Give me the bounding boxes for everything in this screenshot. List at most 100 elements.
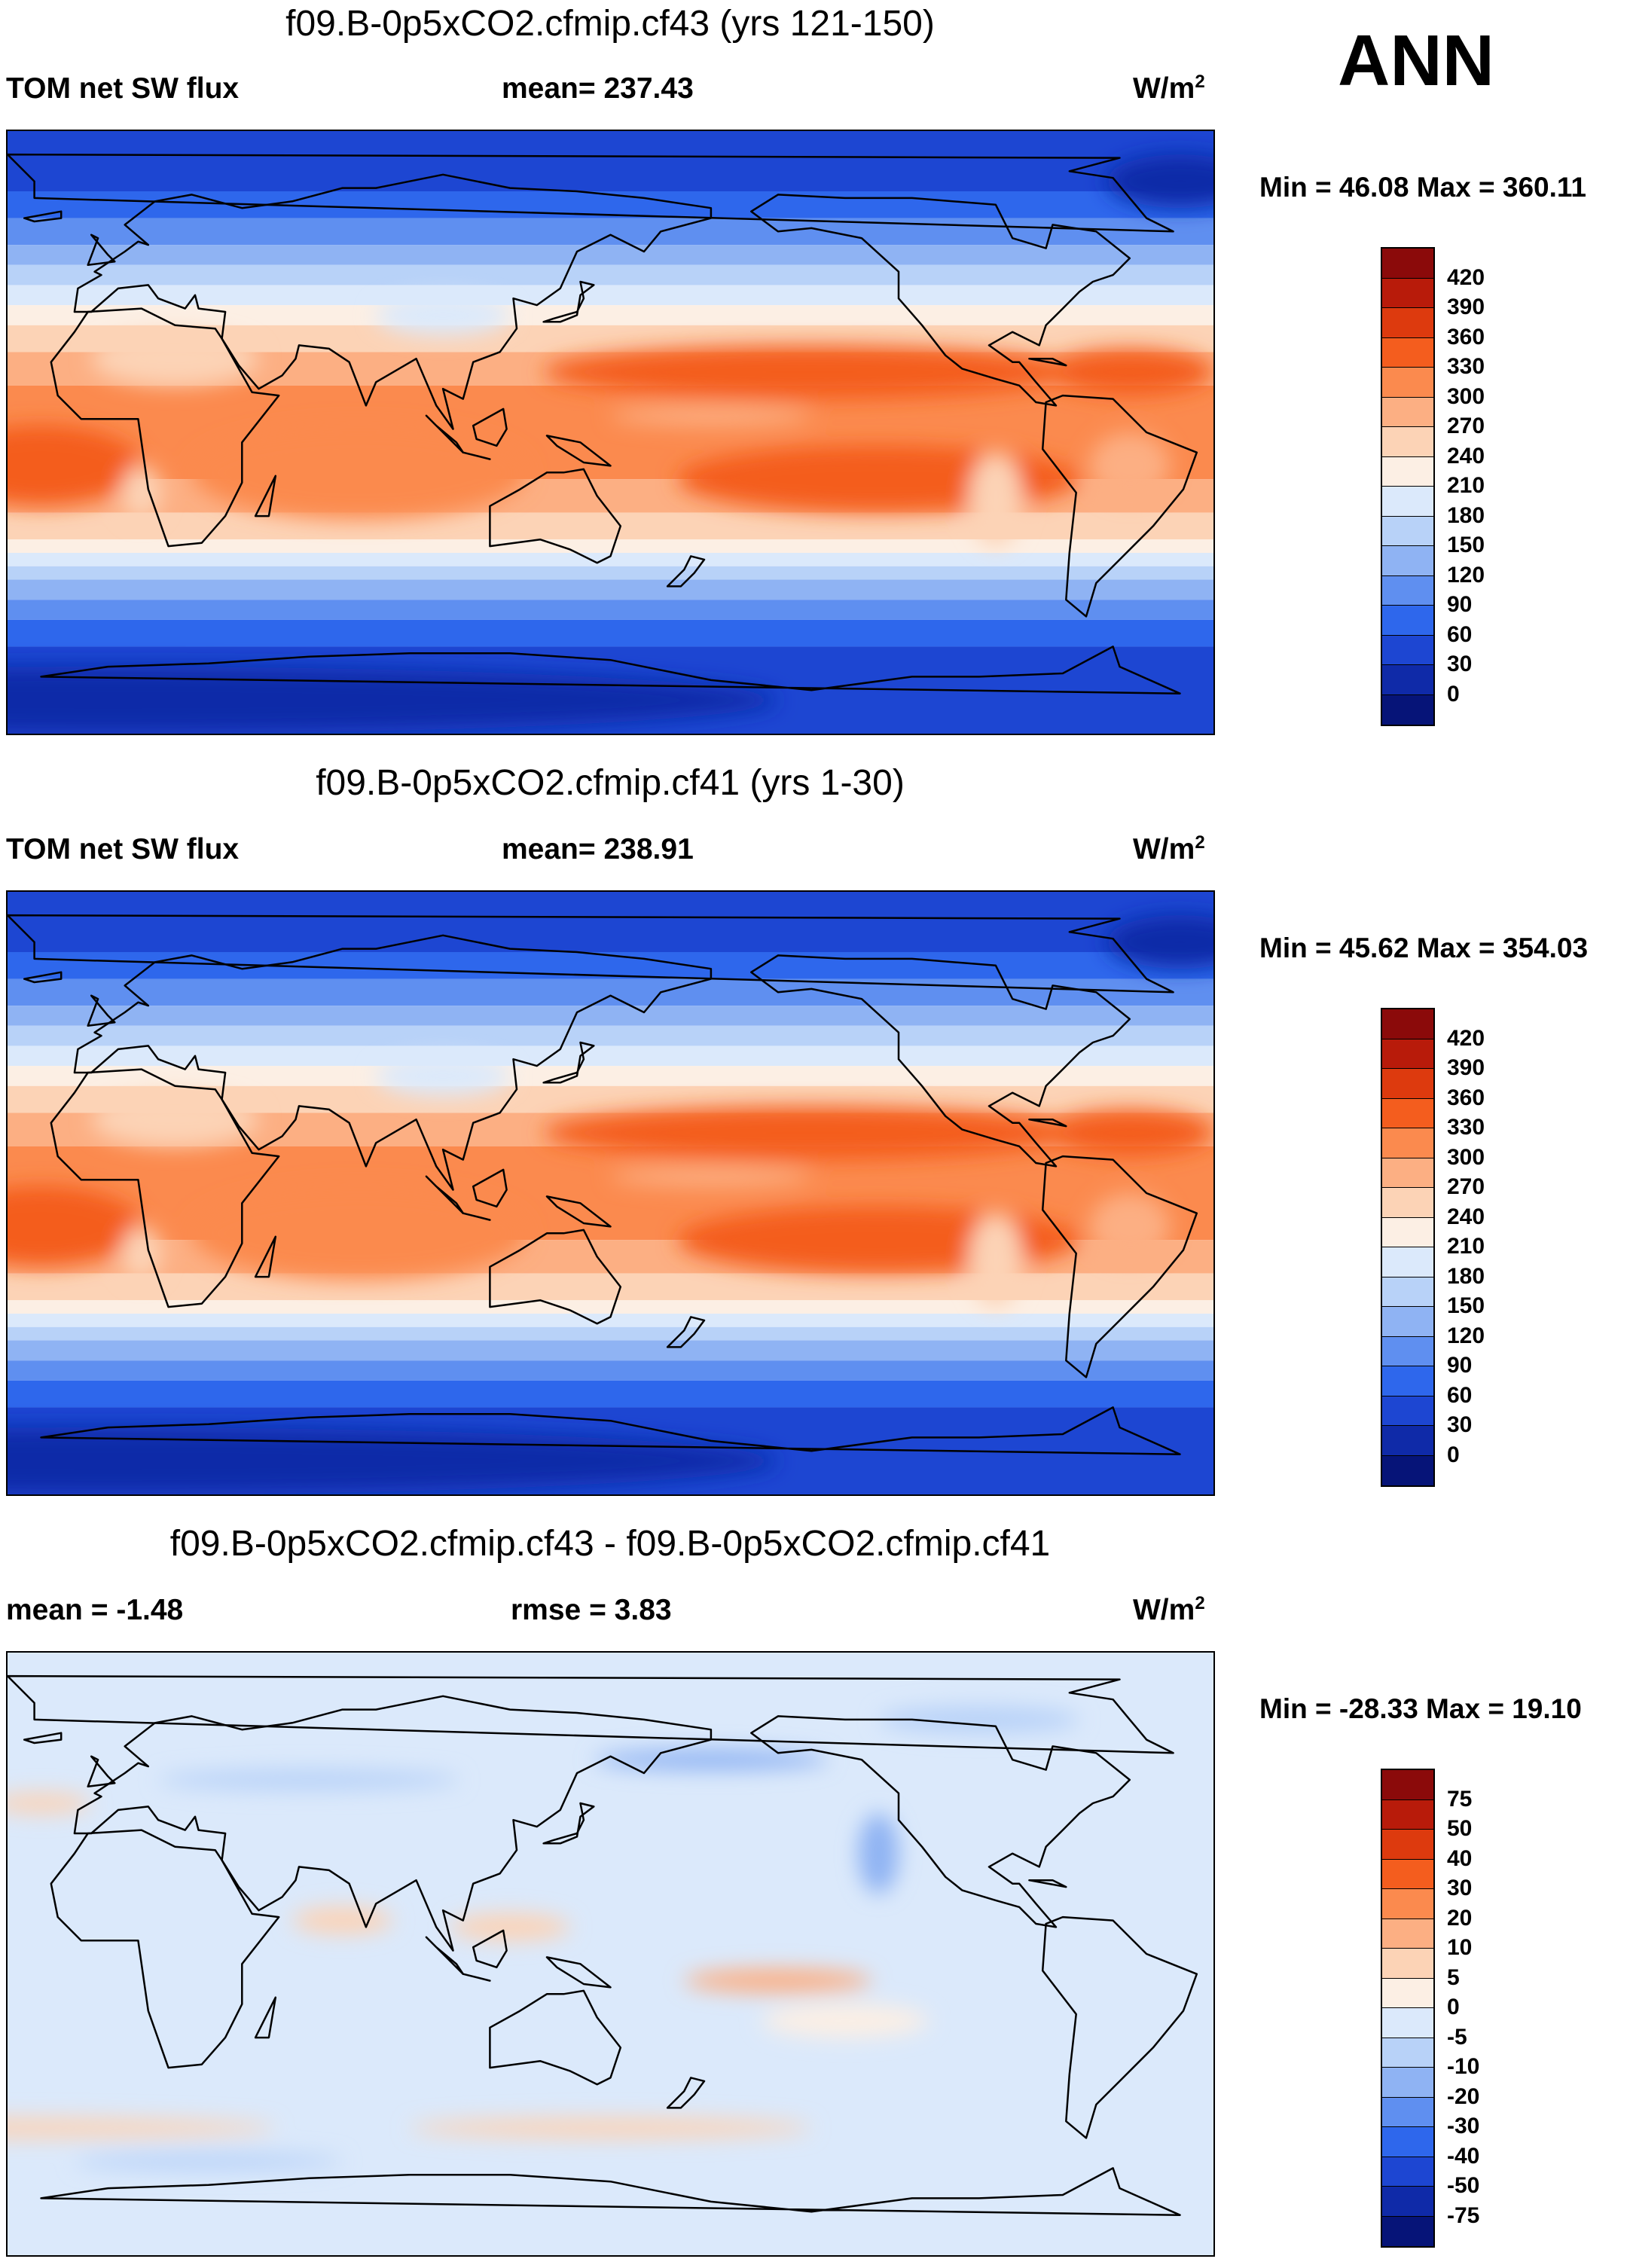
season-label: ANN	[1338, 20, 1494, 101]
greenland	[1106, 915, 1213, 969]
panel-3-units-text: W/m	[1133, 1594, 1195, 1626]
greenland	[1106, 154, 1213, 209]
itcz-pac	[610, 405, 812, 426]
colorbar-box	[1382, 1889, 1433, 1919]
colorbar-label: 210	[1447, 473, 1485, 498]
arab-pos	[292, 1906, 393, 1934]
colorbar-box	[1382, 1307, 1433, 1337]
colorbar-box	[1382, 606, 1433, 636]
colorbar-box	[1382, 516, 1433, 546]
colorbar-label: 20	[1447, 1905, 1473, 1931]
colorbar-label: 90	[1447, 1353, 1473, 1378]
panel-2-units-text: W/m	[1133, 833, 1195, 865]
panel-3-mean: mean = -1.48	[6, 1594, 184, 1626]
colorbar-box	[1382, 427, 1433, 457]
colorbar-box	[1382, 487, 1433, 517]
colorbar-label: 30	[1447, 1876, 1473, 1900]
colorbar-box	[1382, 2187, 1433, 2217]
colorbar-label: -40	[1447, 2143, 1480, 2169]
colorbar-box	[1382, 2068, 1433, 2098]
colorbar-label: 30	[1447, 652, 1473, 676]
bering-neg	[594, 1749, 829, 1770]
panel-1-map-svg	[8, 131, 1213, 734]
colorbar-box	[1382, 1799, 1433, 1830]
colorbar-label: -10	[1447, 2054, 1480, 2079]
colorbar-label: -20	[1447, 2083, 1480, 2109]
panel-2-mean: mean= 238.91	[502, 833, 694, 865]
colorbar-box	[1382, 2216, 1433, 2246]
satl-max	[8, 1186, 142, 1267]
colorbar-label: 0	[1447, 1995, 1460, 2019]
indian-ocean	[191, 1186, 527, 1281]
colorbar-label: 270	[1447, 1174, 1485, 1199]
colorbar-box	[1382, 635, 1433, 665]
eurasia-neg	[158, 1769, 460, 1790]
colorbar-box	[1382, 2008, 1433, 2038]
colorbar-box	[1382, 1217, 1433, 1247]
panel-3-minmax: Min = -28.33 Max = 19.10	[1259, 1693, 1582, 1724]
colorbar-box	[1382, 1009, 1433, 1039]
natl-max	[1045, 348, 1213, 396]
panel-1-mean: mean= 237.43	[502, 72, 694, 105]
npac-neg	[858, 1813, 899, 1894]
panel-1-minmax: Min = 46.08 Max = 360.11	[1259, 172, 1587, 203]
colorbar-label: 50	[1447, 1816, 1473, 1841]
colorbar-box	[1382, 575, 1433, 606]
panel-2-left-label: TOM net SW flux	[6, 833, 240, 865]
colorbar-label: 390	[1447, 1055, 1485, 1080]
panel-1-units-text: W/m	[1133, 72, 1195, 105]
colorbar-box	[1382, 1069, 1433, 1099]
panel-3-title: f09.B-0p5xCO2.cfmip.cf43 - f09.B-0p5xCO2…	[169, 1524, 1051, 1564]
colorbar-label: -30	[1447, 2114, 1480, 2138]
colorbar-label: 120	[1447, 562, 1485, 588]
natl-max	[1045, 1109, 1213, 1157]
panel-2-map-svg	[8, 892, 1213, 1494]
colorbar-box	[1382, 1336, 1433, 1366]
colorbar-box	[1382, 1859, 1433, 1889]
colorbar-label: 240	[1447, 443, 1485, 469]
pac-pos	[684, 1969, 872, 1993]
tibet	[376, 295, 511, 336]
amazon	[1089, 432, 1171, 499]
colorbar-box	[1382, 1830, 1433, 1860]
colorbar-label: 390	[1447, 295, 1485, 319]
itcz-pac	[610, 1166, 812, 1187]
coastlines	[8, 153, 1198, 694]
colorbar-label: 330	[1447, 354, 1485, 379]
so-neg	[74, 2153, 343, 2170]
panel-3-map	[6, 1651, 1215, 2257]
colorbar-box	[1382, 397, 1433, 427]
panel-1-title: f09.B-0p5xCO2.cfmip.cf43 (yrs 121-150)	[285, 4, 935, 44]
colorbar-label: 270	[1447, 414, 1485, 438]
satl-max	[8, 426, 142, 506]
colorbar-box	[1382, 308, 1433, 338]
colorbar-label: 360	[1447, 1085, 1485, 1110]
panel-1-units-sup: 2	[1195, 72, 1205, 92]
colorbar-box	[1382, 1396, 1433, 1426]
panel-3-colorbar	[1381, 1769, 1435, 2248]
map-background-bands	[8, 131, 1213, 734]
colorbar-label: 300	[1447, 383, 1485, 409]
colorbar-label: 60	[1447, 1382, 1473, 1408]
colorbar-box	[1382, 665, 1433, 695]
colorbar-box	[1382, 1128, 1433, 1158]
colorbar-label: 40	[1447, 1845, 1473, 1871]
colorbar-box	[1382, 1039, 1433, 1069]
namib-strato	[121, 466, 162, 520]
colorbar-box	[1382, 1098, 1433, 1128]
namib-strato	[121, 1226, 162, 1281]
map-field-blobs	[8, 154, 1213, 734]
antarctica	[8, 667, 778, 734]
peru-strato	[969, 452, 1023, 547]
colorbar-box	[1382, 249, 1433, 279]
colorbar-box	[1382, 1366, 1433, 1397]
colorbar-box	[1382, 337, 1433, 368]
panel-1-map	[6, 130, 1215, 735]
panel-1-units: W/m2	[1133, 72, 1205, 105]
coastlines	[8, 914, 1198, 1455]
colorbar-label: 120	[1447, 1323, 1485, 1348]
coastlines	[8, 1674, 1198, 2216]
colorbar-box	[1382, 2127, 1433, 2157]
panel-3-map-svg	[8, 1653, 1213, 2255]
colorbar-box	[1382, 1247, 1433, 1277]
